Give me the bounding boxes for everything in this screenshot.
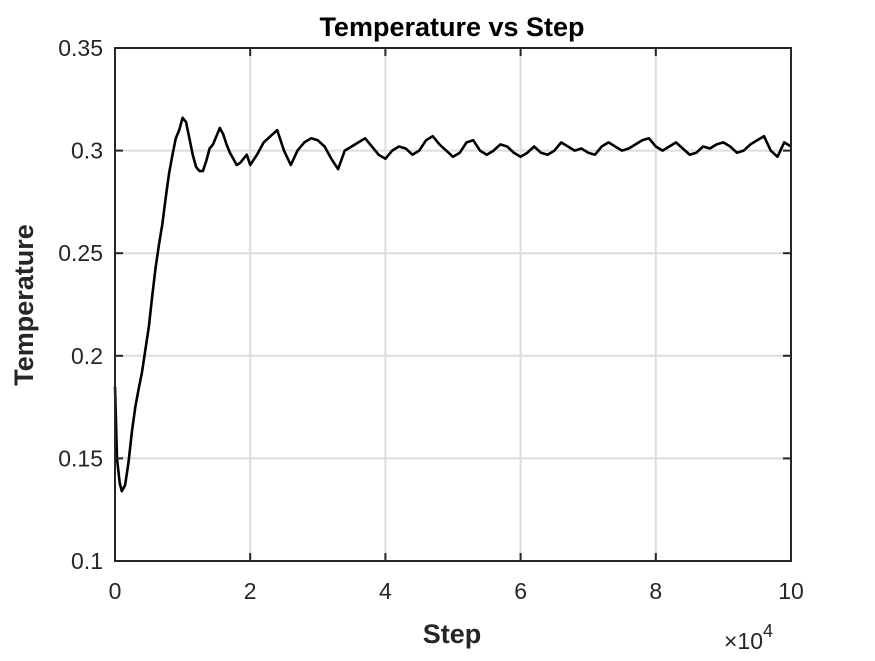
x-tick-label: 0: [109, 578, 122, 604]
x-tick-label: 8: [649, 578, 662, 604]
y-tick-label: 0.2: [71, 343, 103, 369]
chart-title: Temperature vs Step: [319, 12, 584, 42]
x-tick-label: 4: [379, 578, 392, 604]
y-tick-label: 0.3: [71, 138, 103, 164]
x-axis-scale-multiplier: ×104: [724, 621, 773, 654]
x-tick-label: 2: [244, 578, 257, 604]
y-tick-label: 0.25: [58, 240, 103, 266]
y-tick-label: 0.35: [58, 35, 103, 61]
y-tick-label: 0.1: [71, 548, 103, 574]
series-layer: [113, 116, 792, 493]
x-tick-label: 10: [778, 578, 804, 604]
y-tick-labels: 0.1 0.15 0.2 0.25 0.3 0.35: [58, 35, 103, 574]
y-tick-label: 0.15: [58, 445, 103, 471]
x-tick-labels: 0 2 4 6 8 10: [109, 578, 804, 604]
x-tick-label: 6: [514, 578, 527, 604]
tick-marks: [114, 47, 792, 562]
x-axis-scale-exponent: 4: [763, 621, 773, 641]
plot-frame: [114, 47, 792, 562]
temperature-series-line: [113, 116, 792, 493]
x-axis-label: Step: [423, 619, 482, 649]
x-axis-scale-base: ×10: [724, 628, 763, 654]
y-axis-label: Temperature: [9, 224, 39, 386]
